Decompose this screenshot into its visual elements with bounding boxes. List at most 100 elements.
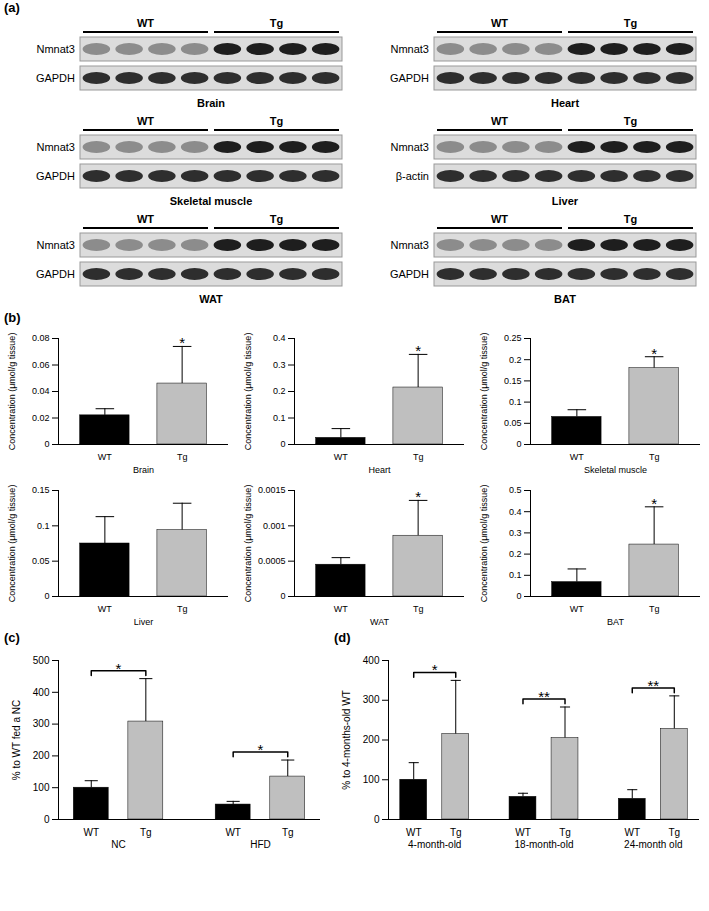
svg-text:0.4: 0.4	[509, 507, 522, 517]
svg-text:Concentration (μmol/g tissue): Concentration (μmol/g tissue)	[243, 485, 253, 603]
svg-text:0.08: 0.08	[32, 333, 50, 343]
svg-text:0.4: 0.4	[273, 333, 286, 343]
svg-text:WAT: WAT	[199, 293, 223, 305]
svg-text:GAPDH: GAPDH	[36, 170, 75, 182]
svg-text:0.05: 0.05	[32, 556, 50, 566]
svg-text:WT: WT	[406, 827, 422, 838]
svg-text:WT: WT	[137, 17, 154, 29]
svg-text:Brain: Brain	[133, 465, 154, 475]
svg-text:Tg: Tg	[624, 115, 637, 127]
svg-text:0: 0	[44, 591, 49, 601]
svg-text:300: 300	[33, 718, 50, 729]
svg-text:Concentration (μmol/g tissue): Concentration (μmol/g tissue)	[479, 333, 489, 451]
svg-text:0.1: 0.1	[37, 521, 50, 531]
svg-text:0: 0	[44, 814, 50, 825]
svg-text:WT: WT	[334, 452, 348, 462]
svg-text:0.2: 0.2	[509, 355, 522, 365]
svg-text:400: 400	[363, 655, 380, 666]
svg-text:Tg: Tg	[282, 827, 294, 838]
svg-text:WT: WT	[137, 213, 154, 225]
svg-text:Skeletal muscle: Skeletal muscle	[170, 195, 253, 207]
svg-text:GAPDH: GAPDH	[390, 72, 429, 84]
svg-text:Tg: Tg	[177, 604, 188, 614]
svg-text:*: *	[415, 488, 421, 505]
svg-text:Tg: Tg	[270, 17, 283, 29]
svg-text:0.0005: 0.0005	[258, 556, 286, 566]
svg-text:100: 100	[33, 782, 50, 793]
svg-text:Tg: Tg	[559, 827, 571, 838]
svg-text:Concentration (μmol/g tissue): Concentration (μmol/g tissue)	[479, 485, 489, 603]
svg-text:GAPDH: GAPDH	[36, 268, 75, 280]
svg-text:Tg: Tg	[624, 17, 637, 29]
svg-text:Nmnat3: Nmnat3	[390, 43, 429, 55]
svg-text:Liver: Liver	[134, 617, 154, 627]
svg-text:β-actin: β-actin	[396, 170, 429, 182]
svg-text:0.02: 0.02	[32, 413, 50, 423]
svg-text:Tg: Tg	[270, 115, 283, 127]
svg-text:Tg: Tg	[450, 827, 462, 838]
svg-text:Nmnat3: Nmnat3	[390, 141, 429, 153]
svg-text:Tg: Tg	[649, 604, 660, 614]
svg-text:BAT: BAT	[554, 293, 576, 305]
svg-text:WAT: WAT	[370, 617, 389, 627]
svg-text:Skeletal muscle: Skeletal muscle	[584, 465, 647, 475]
svg-text:0: 0	[280, 591, 285, 601]
svg-text:WT: WT	[98, 604, 112, 614]
svg-text:NC: NC	[111, 839, 125, 850]
svg-text:0.1: 0.1	[509, 397, 522, 407]
svg-text:*: *	[651, 345, 657, 362]
svg-text:0.0015: 0.0015	[258, 485, 286, 495]
svg-text:*: *	[116, 660, 122, 677]
svg-text:500: 500	[33, 655, 50, 666]
svg-text:WT: WT	[624, 827, 640, 838]
svg-text:Tg: Tg	[140, 827, 152, 838]
svg-text:WT: WT	[83, 827, 99, 838]
svg-text:WT: WT	[137, 115, 154, 127]
svg-text:0.15: 0.15	[32, 485, 50, 495]
svg-text:Liver: Liver	[552, 195, 579, 207]
svg-text:Tg: Tg	[270, 213, 283, 225]
svg-text:0.05: 0.05	[504, 418, 522, 428]
svg-text:Tg: Tg	[668, 827, 680, 838]
svg-text:*: *	[258, 741, 264, 758]
svg-text:0: 0	[516, 439, 521, 449]
svg-text:WT: WT	[515, 827, 531, 838]
svg-text:Concentration (μmol/g tissue): Concentration (μmol/g tissue)	[7, 485, 17, 603]
svg-text:Nmnat3: Nmnat3	[390, 239, 429, 251]
svg-text:0.5: 0.5	[509, 485, 522, 495]
svg-text:0.3: 0.3	[273, 360, 286, 370]
svg-text:0.04: 0.04	[32, 386, 50, 396]
svg-text:200: 200	[363, 734, 380, 745]
svg-text:0.06: 0.06	[32, 360, 50, 370]
svg-text:Tg: Tg	[413, 604, 424, 614]
svg-text:24-month old: 24-month old	[624, 839, 682, 850]
svg-text:0.1: 0.1	[509, 570, 522, 580]
svg-text:0: 0	[516, 591, 521, 601]
svg-text:*: *	[415, 342, 421, 359]
svg-text:0: 0	[44, 439, 49, 449]
svg-text:BAT: BAT	[607, 617, 624, 627]
svg-text:Nmnat3: Nmnat3	[36, 141, 75, 153]
svg-text:0.1: 0.1	[273, 413, 286, 423]
svg-text:Brain: Brain	[197, 97, 225, 109]
svg-text:WT: WT	[491, 115, 508, 127]
svg-text:% to WT fed a NC: % to WT fed a NC	[11, 700, 22, 780]
svg-text:Concentration (μmol/g tissue): Concentration (μmol/g tissue)	[243, 333, 253, 451]
svg-text:0: 0	[374, 814, 380, 825]
svg-text:400: 400	[33, 687, 50, 698]
svg-text:*: *	[432, 661, 438, 678]
svg-text:WT: WT	[491, 17, 508, 29]
svg-text:300: 300	[363, 694, 380, 705]
svg-text:*: *	[651, 495, 657, 512]
svg-text:0: 0	[280, 439, 285, 449]
svg-text:Concentration (μmol/g tissue): Concentration (μmol/g tissue)	[7, 333, 17, 451]
svg-text:18-month-old: 18-month-old	[515, 839, 574, 850]
svg-text:0.25: 0.25	[504, 333, 522, 343]
svg-text:*: *	[179, 334, 185, 351]
svg-text:HFD: HFD	[250, 839, 271, 850]
svg-text:WT: WT	[491, 213, 508, 225]
svg-text:GAPDH: GAPDH	[390, 268, 429, 280]
svg-text:100: 100	[363, 774, 380, 785]
svg-text:0.2: 0.2	[273, 386, 286, 396]
svg-text:Tg: Tg	[649, 452, 660, 462]
